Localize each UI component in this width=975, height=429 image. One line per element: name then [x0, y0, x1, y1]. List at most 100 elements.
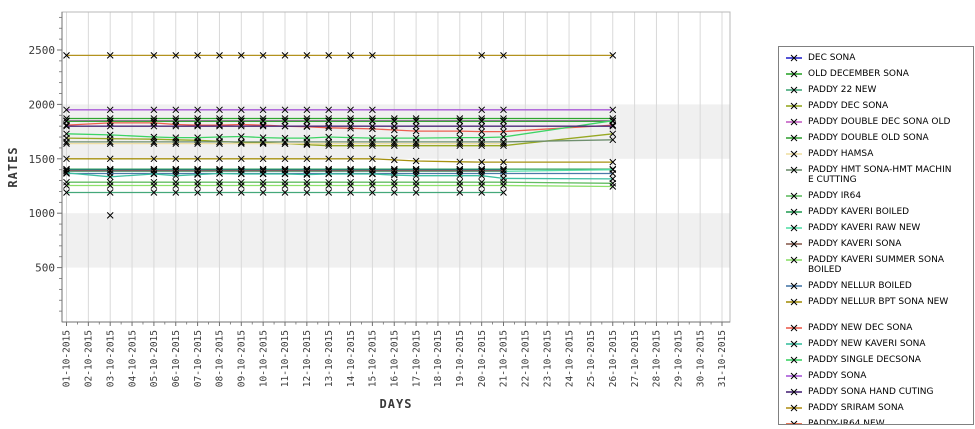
- x-marker: [609, 130, 617, 138]
- x-tick-label: 17-10-2015: [411, 330, 422, 387]
- x-marker: [259, 52, 267, 59]
- x-marker: [303, 155, 311, 163]
- legend-item-old-december-sona: OLD DECEMBER SONA: [785, 69, 968, 79]
- x-tick-label: 26-10-2015: [608, 330, 619, 387]
- x-marker: [259, 155, 267, 163]
- x-marker: [237, 117, 245, 125]
- x-marker: [609, 106, 617, 114]
- x-marker: [281, 182, 289, 189]
- x-tick-label: 07-10-2015: [193, 330, 204, 387]
- legend-item-paddy-kaveri-sona: PADDY KAVERI SONA: [785, 239, 968, 249]
- x-tick-label: 23-10-2015: [542, 330, 553, 387]
- x-marker: [456, 189, 464, 196]
- x-marker: [478, 167, 486, 175]
- legend-item-paddy-kaveri-raw-new: PADDY KAVERI RAW NEW: [785, 223, 968, 233]
- y-tick-label: 500: [35, 262, 55, 275]
- series-marker-icon: [786, 192, 802, 200]
- x-marker: [216, 52, 223, 59]
- x-marker: [369, 134, 376, 142]
- x-tick-label: 24-10-2015: [564, 330, 575, 387]
- x-tick-label: 18-10-2015: [433, 330, 444, 387]
- x-marker: [478, 128, 486, 135]
- legend-item-paddy-ir64-new: PADDY-IR64 NEW: [785, 419, 968, 424]
- series-paddy-22-new: [63, 189, 507, 196]
- x-marker: [412, 157, 420, 165]
- x-marker: [63, 122, 70, 130]
- series-marker-icon: [786, 404, 802, 412]
- legend-item-paddy-sona: PADDY SONA: [785, 371, 968, 381]
- x-marker: [150, 189, 158, 196]
- x-marker: [216, 106, 223, 114]
- legend-label: PADDY 22 NEW: [808, 85, 877, 95]
- x-marker: [478, 158, 486, 166]
- x-marker: [325, 117, 333, 125]
- legend-label: PADDY NELLUR BPT SONA NEW: [808, 297, 949, 307]
- series-marker-icon: [786, 102, 802, 110]
- legend-label: OLD DECEMBER SONA: [808, 69, 909, 79]
- x-marker: [500, 182, 507, 189]
- x-marker: [456, 158, 464, 166]
- legend-label: PADDY KAVERI SUMMER SONA BOILED: [808, 255, 944, 275]
- rates-line-chart: 500 1000 1500 2000 2500 01-10-2015 02-10-2015 0…: [29, 11, 731, 387]
- x-marker: [390, 134, 398, 142]
- x-marker: [478, 182, 486, 189]
- x-marker: [106, 138, 114, 146]
- x-marker: [369, 170, 376, 178]
- x-marker: [609, 183, 617, 190]
- x-marker: [216, 138, 223, 146]
- x-marker: [281, 117, 289, 125]
- series-marker-icon: [786, 86, 802, 94]
- y-tick-label: 1000: [29, 207, 56, 220]
- x-marker: [412, 117, 420, 125]
- x-tick-label: 25-10-2015: [586, 330, 597, 387]
- x-marker: [259, 167, 267, 175]
- x-marker: [216, 170, 223, 177]
- series-marker-icon: [786, 282, 802, 290]
- legend-label: PADDY NEW DEC SONA: [808, 323, 913, 333]
- x-marker: [237, 170, 245, 178]
- x-marker: [106, 155, 114, 163]
- x-marker: [369, 155, 376, 163]
- y-axis-title: RATES: [6, 146, 20, 188]
- x-marker: [106, 189, 114, 196]
- x-marker: [281, 167, 289, 175]
- x-marker: [150, 52, 158, 59]
- x-tick-label: 15-10-2015: [368, 330, 379, 387]
- plot-area: 500 1000 1500 2000 2500 01-10-2015 02-10-2015 0…: [29, 11, 731, 387]
- x-marker: [194, 189, 201, 196]
- x-marker: [106, 167, 114, 175]
- x-tick-label: 27-10-2015: [630, 330, 641, 387]
- x-marker: [194, 106, 201, 114]
- x-marker: [259, 170, 267, 178]
- x-tick-label: 02-10-2015: [84, 330, 95, 387]
- band: [62, 213, 730, 268]
- x-marker: [237, 133, 245, 140]
- series-marker-icon: [786, 298, 802, 306]
- x-marker: [325, 122, 333, 130]
- x-marker: [106, 122, 114, 130]
- x-marker: [259, 134, 267, 141]
- legend-item-paddy-new-dec-sona: PADDY NEW DEC SONA: [785, 323, 968, 333]
- x-marker: [412, 182, 420, 189]
- x-marker: [347, 52, 354, 59]
- x-marker: [325, 138, 333, 146]
- x-marker: [172, 117, 180, 125]
- legend-item-paddy-dec-sona: PADDY DEC SONA: [785, 101, 968, 111]
- x-marker: [106, 173, 114, 181]
- x-marker: [347, 189, 354, 196]
- x-marker: [609, 117, 617, 125]
- x-marker: [609, 52, 617, 59]
- x-marker: [456, 122, 464, 130]
- x-marker: [609, 175, 617, 183]
- x-marker: [172, 106, 180, 114]
- x-marker: [456, 167, 464, 175]
- legend-label: PADDY DOUBLE DEC SONA OLD: [808, 117, 951, 127]
- x-marker: [237, 189, 245, 196]
- x-marker: [500, 189, 507, 196]
- x-marker: [347, 117, 354, 125]
- x-marker: [325, 133, 333, 141]
- x-marker: [412, 122, 420, 130]
- x-tick-label: 05-10-2015: [149, 330, 160, 387]
- legend-item-paddy-ir64: PADDY IR64: [785, 191, 968, 201]
- x-marker: [325, 167, 333, 175]
